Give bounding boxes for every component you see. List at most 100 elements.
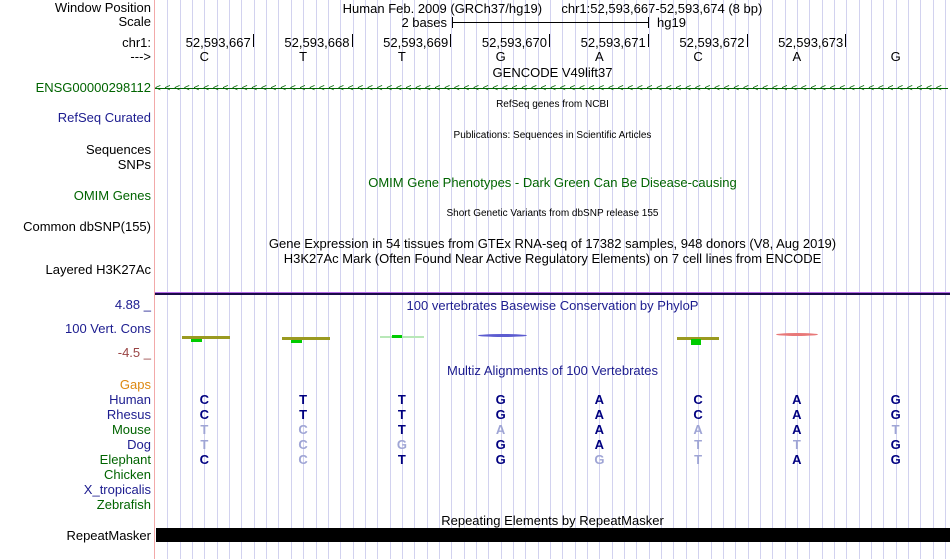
gridline bbox=[858, 0, 860, 559]
reference-base: T bbox=[397, 49, 406, 64]
gridline bbox=[883, 0, 885, 559]
coordinate-label: 52,593,669 bbox=[383, 35, 449, 50]
track-title-gencode-v49lift37[interactable]: GENCODE V49lift37 bbox=[492, 65, 613, 80]
coordinate-tick bbox=[549, 34, 550, 47]
track-label-gaps[interactable]: Gaps bbox=[119, 377, 151, 392]
alignment-base-mouse: T bbox=[200, 422, 209, 437]
alignment-base-rhesus: G bbox=[495, 407, 506, 422]
coordinate-label: 52,593,673 bbox=[778, 35, 844, 50]
track-label-mouse[interactable]: Mouse bbox=[111, 422, 151, 437]
track-label-zebrafish[interactable]: Zebrafish bbox=[96, 497, 151, 512]
coordinate-tick bbox=[252, 34, 254, 47]
gridline bbox=[562, 0, 564, 559]
coordinate-label: 52,593,670 bbox=[481, 35, 547, 50]
alignment-base-human: C bbox=[693, 392, 703, 407]
alignment-base-human: T bbox=[397, 392, 406, 407]
alignment-base-dog: G bbox=[890, 437, 901, 452]
track-label-ensg00000298112[interactable]: ENSG00000298112 bbox=[35, 80, 151, 95]
repeatmasker-bar[interactable] bbox=[156, 528, 950, 542]
alignment-base-rhesus: A bbox=[792, 407, 802, 422]
gridline bbox=[636, 0, 638, 559]
track-title-omim-gene-phenotypes-dark-green-can-be-d[interactable]: OMIM Gene Phenotypes - Dark Green Can Be… bbox=[368, 175, 737, 190]
gridline bbox=[698, 0, 700, 559]
gridline bbox=[784, 0, 786, 559]
gridline bbox=[414, 0, 416, 559]
track-label-window-position: Window Position bbox=[54, 0, 151, 15]
reference-base: G bbox=[495, 49, 506, 64]
track-label-layered-h3k27ac[interactable]: Layered H3K27Ac bbox=[45, 262, 151, 277]
gene-line[interactable] bbox=[155, 88, 948, 89]
alignment-base-mouse: A bbox=[495, 422, 506, 437]
track-title-multiz-alignments-of-100-vertebrates[interactable]: Multiz Alignments of 100 Vertebrates bbox=[446, 363, 658, 378]
track-label-chicken[interactable]: Chicken bbox=[104, 467, 151, 482]
track-label-rhesus[interactable]: Rhesus bbox=[106, 407, 151, 422]
track-title-short-genetic-variants-from-dbsnp-releas[interactable]: Short Genetic Variants from dbSNP releas… bbox=[446, 208, 659, 219]
gridline bbox=[735, 0, 737, 559]
conservation-mark bbox=[380, 336, 424, 338]
gridline bbox=[833, 0, 835, 559]
coordinate-label: 52,593,671 bbox=[580, 35, 646, 50]
gridline bbox=[550, 0, 551, 559]
gridline bbox=[796, 0, 798, 559]
track-title-publications-sequences-in-scientific-art[interactable]: Publications: Sequences in Scientific Ar… bbox=[453, 130, 652, 141]
alignment-base-mouse: T bbox=[891, 422, 900, 437]
track-title-100-vertebrates-basewise-conservation-by[interactable]: 100 vertebrates Basewise Conservation by… bbox=[406, 298, 699, 313]
conservation-mark bbox=[677, 337, 719, 340]
gridline bbox=[340, 0, 342, 559]
track-label-human[interactable]: Human bbox=[109, 392, 151, 407]
track-title-repeating-elements-by-repeatmasker[interactable]: Repeating Elements by RepeatMasker bbox=[441, 513, 664, 528]
alignment-base-human: G bbox=[495, 392, 506, 407]
coordinate-label: 52,593,667 bbox=[185, 35, 251, 50]
assembly-title: Human Feb. 2009 (GRCh37/hg19) bbox=[342, 1, 543, 16]
track-title-gene-expression-in-54-tissues-from-gtex-[interactable]: Gene Expression in 54 tissues from GTEx … bbox=[268, 236, 837, 251]
gridline bbox=[759, 0, 761, 559]
track-title-h3k27ac-mark-often-found-near-active-reg[interactable]: H3K27Ac Mark (Often Found Near Active Re… bbox=[283, 251, 822, 266]
gridline bbox=[216, 0, 218, 559]
track-label-common-dbsnp-155[interactable]: Common dbSNP(155) bbox=[23, 219, 151, 234]
gridline bbox=[710, 0, 712, 559]
gridline bbox=[488, 0, 490, 559]
reference-base: A bbox=[595, 49, 604, 64]
gridline bbox=[932, 0, 934, 559]
coordinate-tick bbox=[746, 34, 748, 47]
gridline bbox=[266, 0, 268, 559]
track-label-sequences[interactable]: Sequences bbox=[85, 142, 151, 157]
gridline bbox=[352, 0, 354, 559]
scale-bar-right-tick bbox=[648, 17, 649, 28]
gridline bbox=[908, 0, 909, 559]
track-title-refseq-genes-from-ncbi[interactable]: RefSeq genes from NCBI bbox=[496, 99, 609, 110]
track-label-dog[interactable]: Dog bbox=[127, 437, 151, 452]
alignment-base-dog: T bbox=[200, 437, 209, 452]
track-label-x-tropicalis[interactable]: X_tropicalis bbox=[83, 482, 151, 497]
scale-value-label: 2 bases bbox=[401, 15, 447, 30]
reference-base: T bbox=[299, 49, 308, 64]
gridline bbox=[167, 0, 169, 559]
h3k27ac-baseline-dark bbox=[155, 293, 950, 295]
alignment-base-rhesus: G bbox=[890, 407, 901, 422]
coordinate-tick bbox=[845, 34, 847, 47]
gridline bbox=[747, 0, 749, 559]
gridline bbox=[426, 0, 428, 559]
coordinate-label: 52,593,672 bbox=[679, 35, 745, 50]
track-label-repeatmasker[interactable]: RepeatMasker bbox=[66, 528, 151, 543]
gridline bbox=[846, 0, 848, 559]
scale-bar-line bbox=[452, 22, 649, 23]
gridline bbox=[438, 0, 440, 559]
gridline bbox=[945, 0, 946, 559]
alignment-base-mouse: A bbox=[792, 422, 802, 437]
gridline bbox=[303, 0, 305, 559]
gridline bbox=[204, 0, 206, 559]
gene-strand-arrows[interactable]: <<<<<<<<<<<<<<<<<<<<<<<<<<<<<<<<<<<<<<<<… bbox=[155, 84, 946, 94]
alignment-base-human: T bbox=[299, 392, 308, 407]
gridline bbox=[229, 0, 231, 559]
track-label-omim-genes[interactable]: OMIM Genes bbox=[73, 188, 151, 203]
browser-title: Human Feb. 2009 (GRCh37/hg19) chr1:52,59… bbox=[155, 2, 950, 15]
gridline bbox=[685, 0, 687, 559]
reference-base: C bbox=[199, 49, 210, 64]
track-label-snps[interactable]: SNPs bbox=[117, 157, 151, 172]
track-label-chr1: chr1: bbox=[122, 35, 151, 50]
track-label-elephant[interactable]: Elephant bbox=[99, 452, 151, 467]
track-label-refseq-curated[interactable]: RefSeq Curated bbox=[57, 110, 151, 125]
gridline bbox=[574, 0, 576, 559]
track-label-100-vert-cons[interactable]: 100 Vert. Cons bbox=[65, 321, 151, 336]
